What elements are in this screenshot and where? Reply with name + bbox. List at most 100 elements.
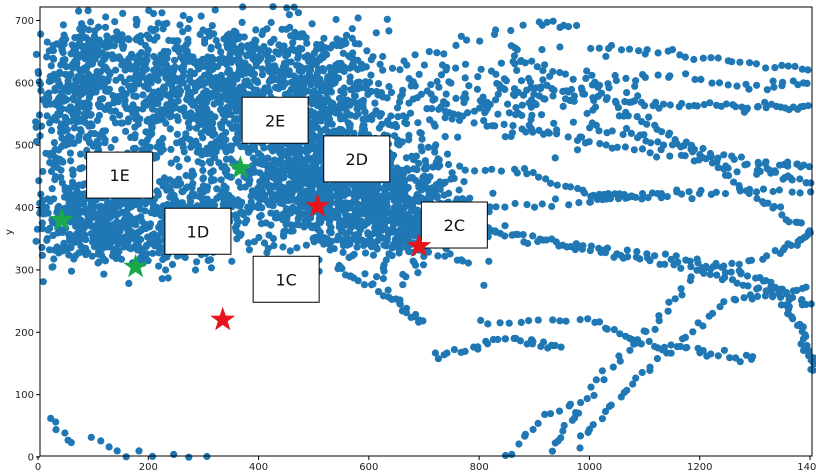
data-point — [258, 65, 266, 73]
data-point — [116, 111, 124, 119]
data-point — [114, 240, 122, 249]
data-point — [232, 227, 240, 235]
data-point — [536, 85, 545, 93]
data-point — [683, 343, 691, 352]
data-point — [100, 255, 108, 263]
data-point — [604, 80, 612, 88]
data-point — [116, 92, 124, 100]
data-point — [172, 196, 180, 204]
data-point — [170, 450, 178, 458]
data-point — [106, 70, 114, 78]
data-point — [521, 59, 529, 67]
data-point — [775, 285, 783, 293]
data-point — [403, 120, 411, 128]
data-point — [279, 243, 287, 251]
data-point — [641, 73, 649, 81]
data-point — [511, 111, 520, 119]
data-point — [74, 51, 82, 59]
data-point — [607, 41, 616, 50]
data-point — [131, 144, 139, 152]
data-point — [301, 187, 309, 195]
data-point — [389, 186, 397, 194]
data-point — [77, 115, 85, 124]
data-point — [728, 259, 736, 267]
data-point — [387, 112, 395, 120]
data-point — [193, 258, 201, 266]
data-point — [369, 280, 377, 288]
data-point — [638, 195, 646, 203]
data-point — [328, 107, 336, 115]
data-point — [517, 318, 525, 326]
data-point — [235, 60, 243, 68]
zone-annotation-2d: 2D — [323, 135, 391, 183]
data-point — [367, 56, 375, 64]
data-point — [320, 34, 328, 42]
data-point — [634, 134, 642, 142]
data-point — [586, 198, 595, 206]
data-point — [403, 218, 411, 226]
data-point — [510, 85, 519, 93]
data-point — [619, 130, 627, 139]
data-point — [567, 243, 575, 251]
data-point — [78, 208, 86, 216]
data-point — [304, 87, 312, 95]
data-point — [137, 213, 145, 221]
data-point — [181, 253, 189, 261]
data-point — [419, 317, 427, 325]
data-point — [510, 91, 519, 100]
data-point — [185, 15, 193, 23]
data-point — [43, 91, 51, 99]
data-point — [67, 198, 75, 206]
data-point — [90, 46, 99, 54]
data-point — [353, 243, 361, 251]
data-point — [316, 75, 324, 83]
data-point — [44, 226, 52, 234]
data-point — [519, 231, 527, 239]
y-tick-label: 500 — [15, 141, 34, 152]
data-point — [654, 71, 662, 79]
data-point — [111, 209, 119, 217]
data-point — [295, 83, 304, 91]
data-point — [577, 133, 586, 141]
data-point — [169, 85, 177, 93]
data-point — [539, 67, 547, 75]
data-point — [561, 70, 570, 78]
data-point — [83, 80, 91, 88]
data-point — [142, 251, 150, 259]
data-point — [537, 111, 546, 119]
data-point — [638, 368, 646, 377]
y-tick-label: 300 — [15, 265, 34, 276]
data-point — [484, 320, 492, 328]
data-point — [291, 142, 299, 151]
data-point — [101, 136, 109, 144]
data-point — [687, 263, 695, 271]
data-point — [86, 111, 95, 119]
data-point — [390, 209, 398, 217]
data-point — [48, 126, 56, 135]
annotation-box — [323, 135, 391, 183]
data-point — [519, 91, 528, 99]
data-point — [671, 295, 679, 303]
data-point — [394, 189, 402, 197]
data-point — [676, 51, 684, 59]
data-point — [158, 275, 166, 283]
data-point — [804, 102, 812, 110]
data-point — [643, 250, 651, 258]
data-point — [466, 194, 474, 202]
data-point — [133, 199, 141, 207]
data-point — [769, 293, 777, 301]
data-point — [730, 295, 738, 303]
data-point — [306, 57, 314, 65]
data-point — [463, 36, 471, 44]
data-point — [353, 237, 362, 245]
data-point — [565, 201, 573, 209]
data-point — [212, 93, 221, 101]
data-point — [59, 21, 67, 29]
data-point — [65, 251, 73, 259]
data-point — [433, 192, 441, 200]
data-point — [668, 46, 677, 54]
data-point — [318, 87, 326, 95]
data-point — [564, 23, 573, 31]
data-point — [122, 453, 130, 461]
data-point — [361, 270, 369, 278]
